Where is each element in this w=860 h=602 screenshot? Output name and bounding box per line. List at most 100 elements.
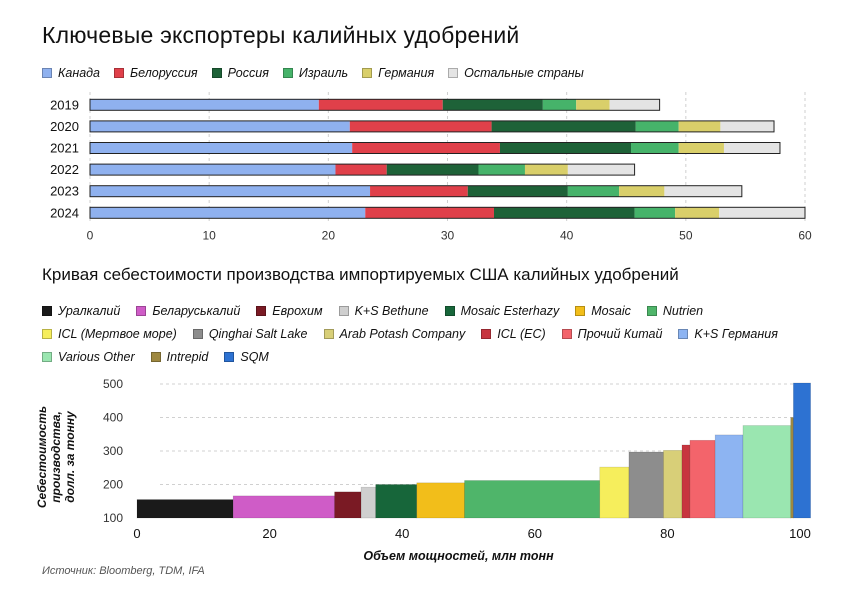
legend-swatch: [323, 329, 334, 339]
bar-segment: [635, 120, 679, 132]
legend-swatch: [481, 329, 492, 339]
bar-segment: [491, 120, 636, 132]
cost-bar: [714, 434, 744, 519]
legend-label: Беларуськалий: [152, 304, 241, 318]
bar-segment: [493, 207, 635, 219]
bar-segment: [365, 207, 494, 219]
bar-segment: [90, 185, 371, 197]
cost-bar: [681, 444, 691, 519]
bar-segment: [576, 99, 610, 111]
cost-bar: [360, 486, 376, 519]
legend-label: ICL (EC): [497, 327, 546, 341]
legend-swatch: [192, 329, 203, 339]
legend-swatch: [646, 306, 657, 316]
bar-segment: [720, 120, 775, 132]
producer-legend-item: Беларуськалий: [136, 300, 240, 322]
legend-label: Еврохим: [272, 304, 323, 318]
bar-segment: [678, 142, 724, 154]
legend-swatch: [42, 352, 52, 362]
bar-outline: [89, 163, 636, 176]
bar-segment: [335, 164, 387, 176]
x-tick-label: 60: [528, 526, 542, 541]
y-axis-label-line: Себестоимость: [35, 406, 49, 508]
producer-legend-item: Arab Potash Company: [323, 323, 465, 345]
bar-outline: [89, 206, 806, 219]
producer-legend-item: ICL (Мертвое море): [42, 323, 177, 345]
exporters-legend-item: Канада: [42, 66, 100, 80]
cost-bar: [232, 495, 335, 519]
top-chart-title: Ключевые экспортеры калийных удобрений: [42, 22, 520, 48]
legend-label: ICL (Мертвое море): [58, 327, 177, 341]
producer-legend-item: SQM: [224, 346, 269, 368]
legend-swatch: [338, 306, 349, 316]
producer-legend-item: Intrepid: [150, 346, 208, 368]
year-label: 2024: [50, 205, 79, 220]
bar-segment: [90, 142, 353, 154]
y-axis-label: Себестоимость производства, долл. за тонну: [35, 406, 77, 508]
legend-swatch: [42, 68, 52, 78]
cost-curve-chart: 100 200 300 400 500 0 20 40 60 80 100 Объем мощност…: [35, 377, 811, 563]
legend-swatch: [575, 306, 586, 316]
x-tick-label: 40: [560, 229, 574, 243]
bar-segment: [631, 142, 679, 154]
producer-legend-item: Прочий Китай: [561, 323, 663, 345]
legend-label: Прочий Китай: [577, 327, 663, 341]
bottom-chart-legend: Уралкалий Беларуськалий Еврохим K+S Bethune…: [42, 300, 832, 369]
cost-bar: [793, 382, 811, 519]
producer-legend-item: Еврохим: [256, 300, 323, 322]
bar-segment: [467, 185, 568, 197]
x-axis-label: Объем мощностей, млн тонн: [363, 549, 554, 563]
bar-segment: [90, 99, 319, 111]
year-label: 2019: [50, 97, 79, 112]
bottom-chart-title: Кривая себестоимости производства импорт…: [42, 265, 679, 284]
producer-legend-item: Mosaic: [575, 300, 631, 322]
legend-label: Белоруссия: [130, 66, 198, 80]
y-tick-label: 200: [103, 478, 123, 492]
exporters-bar-chart: 0 10 20 30 40 50 60 2019 2020 2021 2022 2023 2024: [50, 92, 812, 243]
x-tick-label: 60: [798, 229, 812, 243]
producer-legend-item: K+S Bethune: [338, 300, 429, 322]
producer-legend-item: Qinghai Salt Lake: [192, 323, 308, 345]
legend-swatch: [211, 68, 222, 78]
cost-bar: [689, 439, 716, 519]
y-tick-label: 300: [103, 444, 123, 458]
source-note: Источник: Bloomberg, TDM, IFA: [42, 565, 205, 577]
x-tick-label: 50: [679, 229, 693, 243]
legend-label: Qinghai Salt Lake: [208, 327, 308, 341]
x-tick-label: 0: [87, 229, 94, 243]
legend-swatch: [42, 306, 52, 316]
legend-swatch: [444, 306, 455, 316]
legend-label: Mosaic Esterhazy: [460, 304, 560, 318]
bar-segment: [442, 99, 543, 111]
bar-segment: [719, 207, 805, 219]
legend-label: Уралкалий: [58, 304, 121, 318]
legend-swatch: [114, 68, 125, 78]
x-tick-label: 30: [441, 229, 455, 243]
bar-segment: [349, 120, 492, 132]
bar-segment: [678, 120, 721, 132]
legend-label: Израиль: [298, 66, 349, 80]
bar-segment: [619, 185, 665, 197]
x-tick-label: 40: [395, 526, 409, 541]
bar-segment: [352, 142, 500, 154]
exporters-legend-item: Белоруссия: [114, 66, 198, 80]
producer-legend-item: K+S Германия: [678, 323, 778, 345]
bar-segment: [318, 99, 443, 111]
legend-label: K+S Bethune: [354, 304, 429, 318]
cost-bar: [375, 484, 418, 519]
top-chart-legend: Канада Белоруссия Россия Израиль Германия Ост…: [42, 66, 842, 81]
year-label: 2021: [50, 141, 79, 156]
x-tick-label: 80: [660, 526, 674, 541]
bar-segment: [609, 99, 660, 111]
bar-outline: [89, 120, 775, 133]
legend-swatch: [362, 68, 373, 78]
legend-label: Канада: [58, 66, 101, 80]
exporters-legend-item: Россия: [211, 66, 269, 80]
bar-segment: [723, 142, 780, 154]
year-label: 2022: [50, 162, 79, 177]
legend-swatch: [561, 329, 572, 339]
bar-segment: [90, 164, 336, 176]
legend-swatch: [678, 329, 689, 339]
cost-bar: [464, 480, 601, 519]
legend-label: Various Other: [58, 350, 135, 364]
